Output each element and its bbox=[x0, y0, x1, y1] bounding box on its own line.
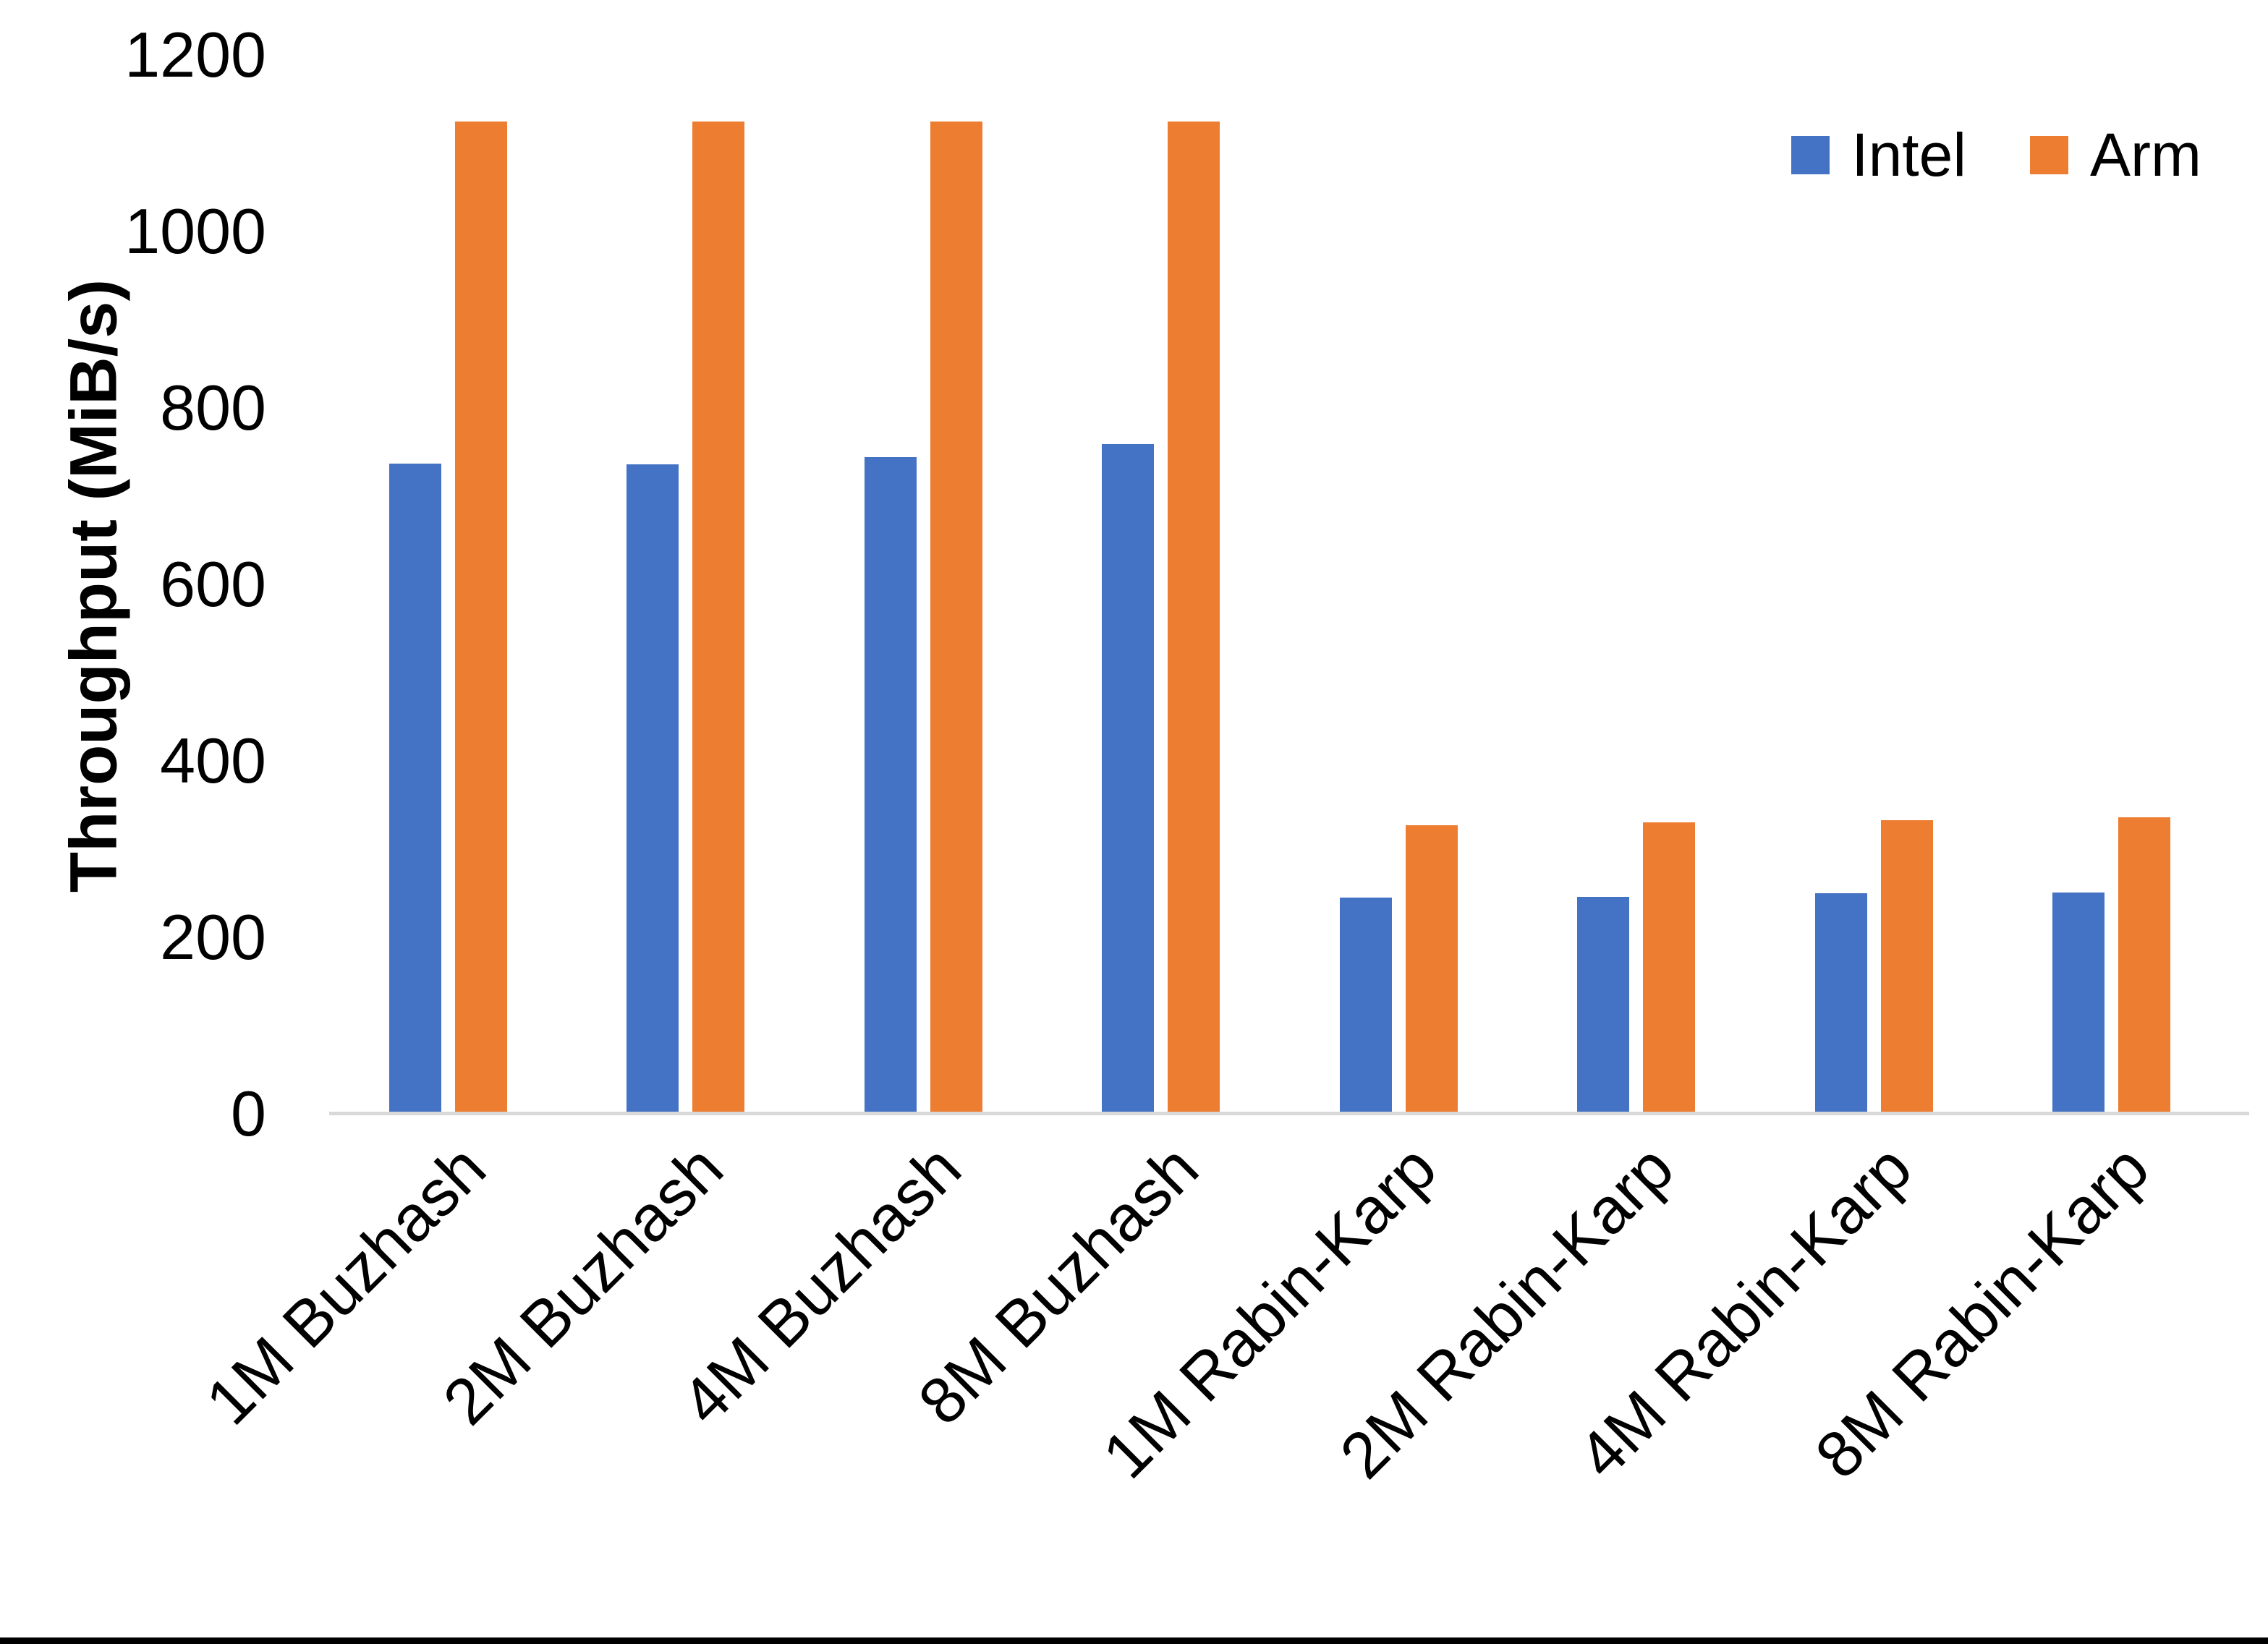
bar-arm-4m-rabin-karp bbox=[1880, 819, 1933, 1114]
bar-arm-4m-buzhash bbox=[930, 121, 982, 1114]
bar-groups bbox=[329, 55, 2230, 1114]
bar-group-4m-buzhash bbox=[804, 55, 1042, 1114]
bar-arm-2m-buzhash bbox=[692, 121, 745, 1114]
bar-arm-8m-rabin-karp bbox=[2118, 817, 2171, 1114]
bar-group-2m-buzhash bbox=[567, 55, 805, 1114]
bar-group-1m-buzhash bbox=[329, 55, 567, 1114]
legend-swatch-intel bbox=[1791, 136, 1830, 174]
bar-arm-1m-rabin-karp bbox=[1405, 825, 1458, 1114]
legend: Intel Arm bbox=[1791, 120, 2201, 190]
y-axis-tick-labels: 0 200 400 600 800 1000 1200 bbox=[124, 19, 2230, 1149]
y-tick-label-0: 0 bbox=[231, 1078, 266, 1149]
bar-group-2m-rabin-karp bbox=[1518, 55, 1756, 1114]
bar-intel-2m-buzhash bbox=[627, 464, 679, 1114]
bar-intel-1m-rabin-karp bbox=[1339, 898, 1392, 1114]
bar-arm-8m-buzhash bbox=[1168, 121, 1220, 1114]
legend-item-intel: Intel bbox=[1791, 120, 1966, 190]
bar-arm-1m-buzhash bbox=[454, 121, 507, 1114]
legend-item-arm: Arm bbox=[2030, 120, 2201, 190]
bar-intel-4m-buzhash bbox=[864, 457, 917, 1114]
legend-label-intel: Intel bbox=[1851, 121, 1967, 189]
bottom-border-bar bbox=[0, 1637, 2268, 1644]
y-tick-label-800: 800 bbox=[160, 372, 266, 443]
x-axis-line bbox=[329, 1112, 2250, 1115]
bar-group-1m-rabin-karp bbox=[1280, 55, 1518, 1114]
y-tick-label-1200: 1200 bbox=[124, 19, 266, 90]
bar-intel-8m-rabin-karp bbox=[2052, 892, 2105, 1114]
y-axis-title: Throughput (MiB/s) bbox=[56, 278, 131, 893]
bar-group-8m-buzhash bbox=[1042, 55, 1280, 1114]
bar-intel-4m-rabin-karp bbox=[1814, 893, 1867, 1114]
legend-swatch-arm bbox=[2030, 136, 2069, 174]
y-tick-label-400: 400 bbox=[160, 725, 266, 796]
bar-intel-8m-buzhash bbox=[1102, 444, 1155, 1114]
bar-group-4m-rabin-karp bbox=[1755, 55, 1993, 1114]
legend-label-arm: Arm bbox=[2090, 121, 2201, 189]
bar-intel-2m-rabin-karp bbox=[1577, 896, 1630, 1114]
bar-intel-1m-buzhash bbox=[388, 463, 441, 1114]
y-tick-label-1000: 1000 bbox=[124, 195, 266, 267]
plot-area: 0 200 400 600 800 1000 1200 1M Buzhash 2M Buzha… bbox=[124, 19, 2250, 1492]
y-tick-label-200: 200 bbox=[160, 901, 266, 973]
bar-arm-2m-rabin-karp bbox=[1643, 822, 1696, 1114]
y-tick-label-600: 600 bbox=[160, 548, 266, 620]
bar-group-8m-rabin-karp bbox=[1993, 55, 2231, 1114]
